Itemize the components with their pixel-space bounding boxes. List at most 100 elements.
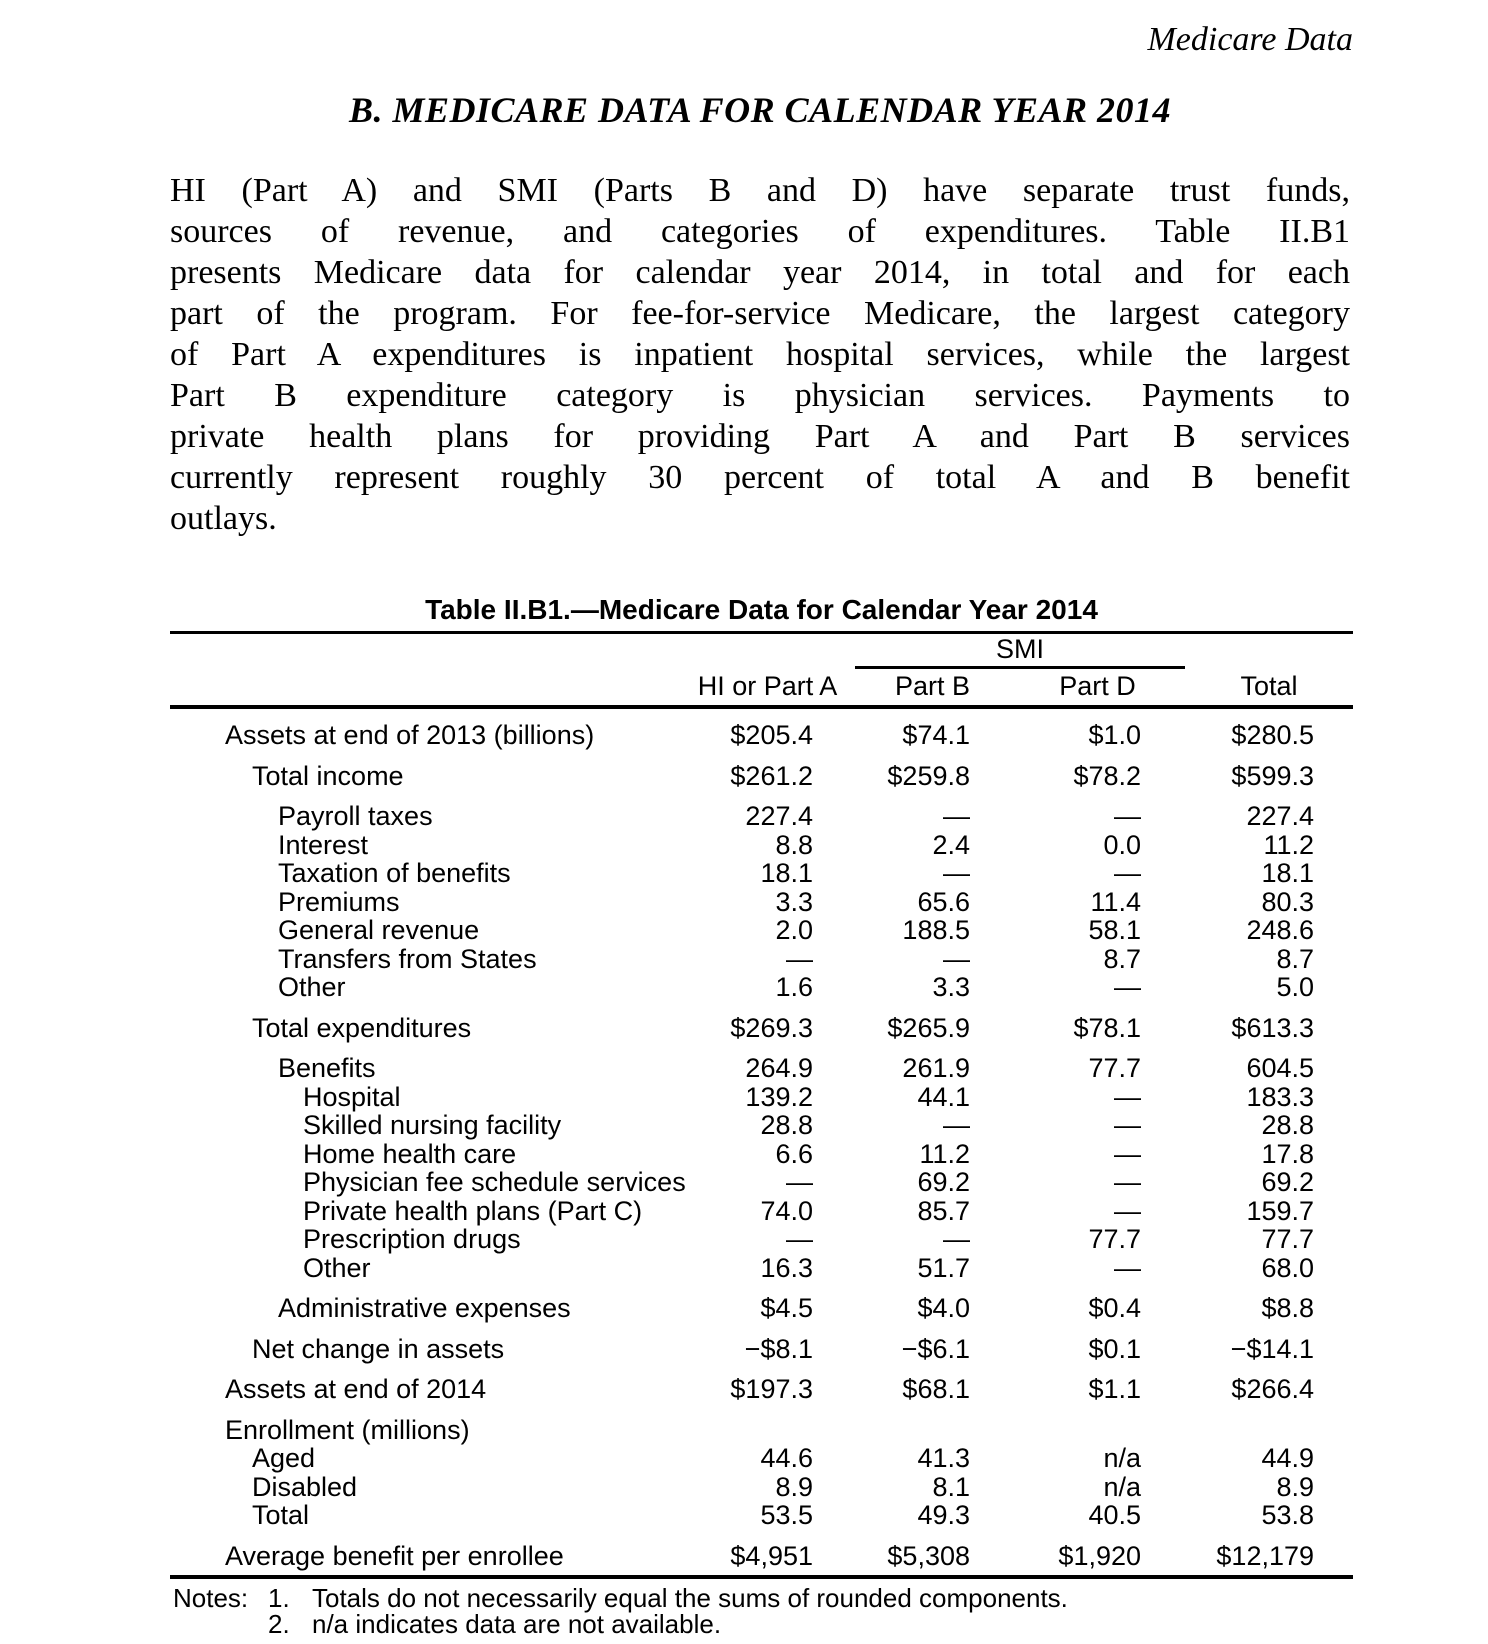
- row-value: 74.0: [760, 1195, 813, 1226]
- row-value: —: [786, 1167, 813, 1197]
- row-value: 227.4: [745, 801, 813, 831]
- column-header-hi-part-a: HI or Part A: [680, 667, 855, 709]
- table-row: Average benefit per enrollee $4,951 $5,308…: [170, 1529, 1354, 1579]
- table-row: Payroll taxes 227.4 — — 227.4: [170, 790, 1353, 831]
- row-label: Net change in assets: [252, 1333, 505, 1364]
- row-value: —: [943, 1224, 970, 1254]
- column-header-total: Total: [1185, 667, 1354, 709]
- table-row: Prescription drugs — — 77.7 77.7: [170, 1225, 1353, 1254]
- note-text: n/a indicates data are not available.: [312, 1609, 722, 1639]
- row-value: 44.1: [917, 1081, 970, 1112]
- row-label: Administrative expenses: [278, 1293, 571, 1323]
- row-label: Other: [278, 972, 346, 1002]
- row-value: 227.4: [1246, 801, 1315, 831]
- row-label: Payroll taxes: [278, 801, 433, 831]
- row-value: $8.8: [1261, 1293, 1315, 1323]
- row-value: $261.2: [730, 760, 813, 791]
- row-value: $266.4: [1231, 1374, 1315, 1404]
- row-value: 264.9: [745, 1053, 813, 1083]
- row-value: 2.0: [775, 915, 813, 945]
- row-value: —: [1114, 858, 1142, 888]
- row-value: —: [786, 943, 813, 974]
- table-row: General revenue 2.0 188.5 58.1 248.6: [170, 916, 1353, 945]
- row-value: $280.5: [1231, 720, 1315, 750]
- table-row: Skilled nursing facility 28.8 — — 28.8: [170, 1111, 1353, 1140]
- body-paragraph: HI (Part A) and SMI (Parts B and D) have…: [170, 172, 1350, 537]
- row-value: 69.2: [1261, 1167, 1315, 1197]
- table-row: Net change in assets −$8.1 −$6.1 $0.1 −$14.1: [170, 1323, 1353, 1364]
- row-value: $1,920: [1010, 1529, 1186, 1579]
- row-value: $269.3: [730, 1012, 813, 1043]
- row-label: Disabled: [252, 1471, 358, 1502]
- row-value: 44.6: [760, 1443, 813, 1473]
- row-value: 6.6: [775, 1138, 813, 1169]
- row-value: —: [1114, 1110, 1142, 1140]
- row-value: 8.9: [1276, 1471, 1315, 1502]
- row-label: Skilled nursing facility: [303, 1110, 562, 1140]
- row-value: —: [1114, 801, 1142, 831]
- row-value: $613.3: [1231, 1012, 1315, 1043]
- row-value: 77.7: [1088, 1053, 1142, 1083]
- notes-spacer: [173, 1611, 268, 1637]
- row-value: —: [943, 858, 970, 888]
- row-value: 183.3: [1246, 1081, 1315, 1112]
- row-value: 17.8: [1261, 1138, 1315, 1169]
- row-value: 53.5: [760, 1500, 813, 1530]
- table-row: Disabled 8.9 8.1 n/a 8.9: [170, 1473, 1353, 1502]
- row-value: 28.8: [760, 1110, 813, 1140]
- row-value: —: [1114, 1138, 1142, 1169]
- row-label: Prescription drugs: [303, 1224, 521, 1254]
- row-label: Hospital: [303, 1081, 401, 1112]
- table-row: Benefits 264.9 261.9 77.7 604.5: [170, 1042, 1353, 1083]
- table-row: Other 1.6 3.3 — 5.0: [170, 973, 1353, 1002]
- row-value: 40.5: [1088, 1500, 1142, 1530]
- row-label: Enrollment (millions): [225, 1414, 470, 1445]
- row-label: Benefits: [278, 1053, 376, 1083]
- row-value: [680, 1404, 855, 1445]
- row-value: 58.1: [1088, 915, 1142, 945]
- column-header-part-d: Part D: [1010, 667, 1186, 709]
- table-row: Hospital 139.2 44.1 — 183.3: [170, 1083, 1353, 1112]
- table-notes: Notes: 1. Totals do not necessarily equa…: [173, 1585, 1388, 1637]
- label-column-header: [170, 667, 680, 709]
- table-section: Table II.B1.—Medicare Data for Calendar …: [170, 595, 1354, 1579]
- row-value: 49.3: [917, 1500, 970, 1530]
- row-value: 8.7: [1103, 943, 1142, 974]
- row-value: 8.1: [932, 1471, 970, 1502]
- table-row: Total 53.5 49.3 40.5 53.8: [170, 1501, 1353, 1530]
- row-value: $78.1: [1073, 1012, 1142, 1043]
- table-row: Total expenditures $269.3 $265.9 $78.1 $613.…: [170, 1002, 1353, 1043]
- row-value: −$6.1: [901, 1333, 970, 1364]
- row-value: 2.4: [932, 829, 970, 860]
- row-value: 68.0: [1261, 1252, 1315, 1283]
- spanner-empty-cell: [170, 631, 680, 668]
- row-value: $5,308: [855, 1529, 1010, 1579]
- row-label: Home health care: [303, 1138, 517, 1169]
- table-row: Assets at end of 2014 $197.3 $68.1 $1.1 $266…: [170, 1363, 1353, 1404]
- row-value: $12,179: [1185, 1529, 1354, 1579]
- row-value: $68.1: [902, 1374, 970, 1404]
- row-value: 53.8: [1261, 1500, 1315, 1530]
- table-row: Taxation of benefits 18.1 — — 18.1: [170, 859, 1353, 888]
- row-value: $197.3: [730, 1374, 813, 1404]
- spanner-empty-cell: [1185, 631, 1354, 668]
- row-value: —: [1114, 1081, 1142, 1112]
- row-value: —: [1114, 1167, 1142, 1197]
- row-value: 18.1: [1261, 858, 1315, 888]
- row-value: 0.0: [1103, 829, 1142, 860]
- row-label: Total: [252, 1500, 310, 1530]
- row-value: n/a: [1103, 1443, 1142, 1473]
- row-label: Average benefit per enrollee: [170, 1529, 680, 1579]
- row-value: —: [943, 1110, 970, 1140]
- table-row: Total income $261.2 $259.8 $78.2 $599.3: [170, 750, 1353, 791]
- notes-label: Notes:: [173, 1583, 249, 1613]
- row-value: 65.6: [917, 886, 970, 917]
- row-value: 11.2: [919, 1138, 970, 1169]
- row-value: 80.3: [1261, 886, 1315, 917]
- row-label: Total expenditures: [252, 1012, 472, 1043]
- row-value: —: [1114, 1252, 1142, 1283]
- row-value: 5.0: [1276, 972, 1315, 1002]
- row-value: $1.0: [1088, 720, 1142, 750]
- table-row: Enrollment (millions): [170, 1404, 1353, 1445]
